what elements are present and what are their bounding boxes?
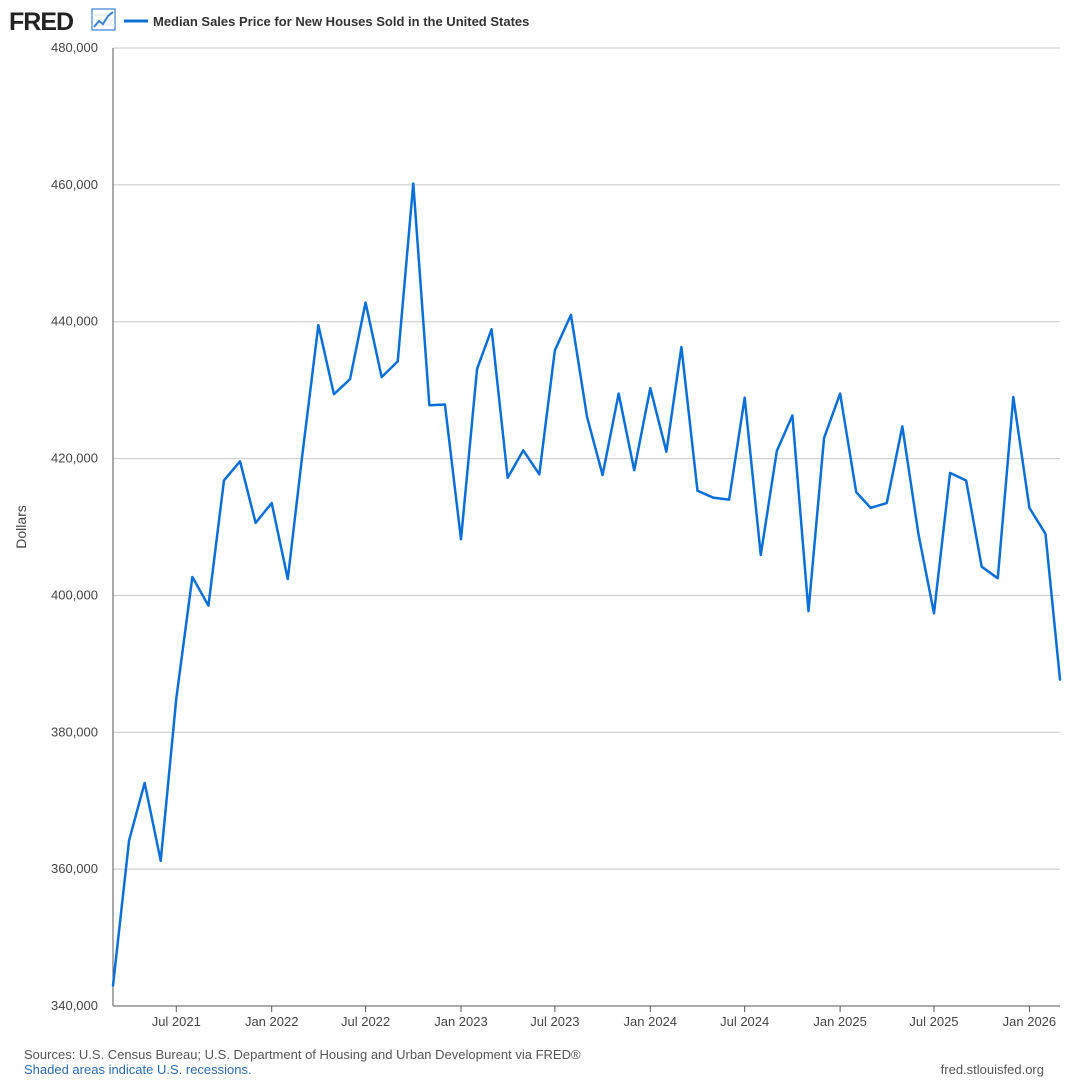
y-tick-label-3: 400,000 xyxy=(51,587,98,602)
data-point[interactable]: 2022-02-01: 402400 xyxy=(285,576,291,582)
data-point[interactable]: 2022-04-01: 439500 xyxy=(315,322,321,328)
data-point[interactable]: 2022-01-01: 413500 xyxy=(269,500,275,506)
x-tick-label-2: Jul 2022 xyxy=(341,1014,390,1029)
data-point[interactable]: 2023-07-01: 435800 xyxy=(552,347,558,353)
y-tick-label-1: 360,000 xyxy=(51,861,98,876)
y-tick-label-5: 440,000 xyxy=(51,314,98,329)
data-point[interactable]: 2024-01-01: 430300 xyxy=(647,385,653,391)
data-point[interactable]: 2023-04-01: 417200 xyxy=(505,475,511,481)
data-point[interactable]: 2021-12-01: 410600 xyxy=(253,520,259,526)
data-point[interactable]: 2023-03-01: 438900 xyxy=(489,326,495,332)
data-point[interactable]: 2025-02-01: 415100 xyxy=(853,489,859,495)
data-point[interactable]: 2022-12-01: 427900 xyxy=(442,402,448,408)
data-point[interactable]: 2023-06-01: 417700 xyxy=(536,471,542,477)
data-point[interactable]: 2021-03-01: 343000 xyxy=(110,982,116,988)
x-tick-label-0: Jul 2021 xyxy=(152,1014,201,1029)
data-point[interactable]: 2023-11-01: 429500 xyxy=(616,391,622,397)
data-point[interactable]: 2022-06-01: 431600 xyxy=(347,376,353,382)
data-point[interactable]: 2024-09-01: 421100 xyxy=(774,448,780,454)
footer-recession-note[interactable]: Shaded areas indicate U.S. recessions. xyxy=(24,1062,252,1077)
data-point[interactable]: 2021-05-01: 372600 xyxy=(142,780,148,786)
data-point[interactable]: 2025-04-01: 413500 xyxy=(884,500,890,506)
data-point[interactable]: 2023-10-01: 417600 xyxy=(600,472,606,478)
y-tick-label-4: 420,000 xyxy=(51,451,98,466)
footer-sources: Sources: U.S. Census Bureau; U.S. Depart… xyxy=(24,1047,581,1062)
data-point[interactable]: 2021-07-01: 384900 xyxy=(173,696,179,702)
footer-url[interactable]: fred.stlouisfed.org xyxy=(940,1062,1044,1077)
data-point[interactable]: 2025-05-01: 424700 xyxy=(899,423,905,429)
data-point[interactable]: 2026-03-01: 387700 xyxy=(1057,677,1063,683)
data-point[interactable]: 2024-10-01: 426300 xyxy=(789,412,795,418)
data-point[interactable]: 2021-10-01: 416800 xyxy=(221,477,227,483)
series-line-0[interactable] xyxy=(111,182,1062,987)
data-point[interactable]: 2023-12-01: 418300 xyxy=(631,467,637,473)
y-tick-label-2: 380,000 xyxy=(51,724,98,739)
x-tick-label-4: Jul 2023 xyxy=(530,1014,579,1029)
data-point[interactable]: 2025-11-01: 402500 xyxy=(995,575,1001,581)
x-tick-label-7: Jan 2025 xyxy=(813,1014,867,1029)
data-point[interactable]: 2022-09-01: 434200 xyxy=(395,358,401,364)
data-point[interactable]: 2022-05-01: 429400 xyxy=(331,391,337,397)
data-point[interactable]: 2024-03-01: 436300 xyxy=(678,344,684,350)
data-point[interactable]: 2025-07-01: 397400 xyxy=(931,610,937,616)
data-point[interactable]: 2021-09-01: 398500 xyxy=(205,603,211,609)
data-point[interactable]: 2024-08-01: 405900 xyxy=(758,552,764,558)
data-point[interactable]: 2026-02-01: 409000 xyxy=(1042,531,1048,537)
fred-logo[interactable]: FRED xyxy=(9,8,74,36)
data-point[interactable]: 2025-08-01: 417900 xyxy=(947,470,953,476)
x-tick-label-3: Jan 2023 xyxy=(434,1014,488,1029)
data-point[interactable]: 2022-11-01: 427800 xyxy=(426,402,432,408)
data-point[interactable]: 2023-01-01: 408200 xyxy=(458,536,464,542)
series-layer: 2021-03-01: 343000 2021-04-01: 364200 2021… xyxy=(110,180,1063,988)
data-point[interactable]: 2025-12-01: 429000 xyxy=(1010,394,1016,400)
legend-label[interactable]: Median Sales Price for New Houses Sold i… xyxy=(153,14,529,29)
data-point[interactable]: 2024-05-01: 414300 xyxy=(710,495,716,501)
data-point[interactable]: 2022-07-01: 442800 xyxy=(363,300,369,306)
gridlines xyxy=(113,47,1060,870)
data-point[interactable]: 2025-10-01: 404200 xyxy=(979,564,985,570)
data-point[interactable]: 2024-02-01: 421000 xyxy=(663,449,669,455)
x-tick-label-6: Jul 2024 xyxy=(720,1014,769,1029)
y-tick-label-7: 480,000 xyxy=(51,40,98,55)
data-point[interactable]: 2024-04-01: 415300 xyxy=(694,488,700,494)
data-point[interactable]: 2024-11-01: 397700 xyxy=(805,608,811,614)
x-axis-ticks: Jul 2021 Jan 2022 Jul 2022 Jan 2023 Jul 2023… xyxy=(113,1005,1060,1029)
data-point[interactable]: 2023-09-01: 426100 xyxy=(584,414,590,420)
data-point[interactable]: 2023-08-01: 441000 xyxy=(568,312,574,318)
data-point[interactable]: 2021-11-01: 419600 xyxy=(237,458,243,464)
data-point[interactable]: 2021-04-01: 364200 xyxy=(126,837,132,843)
data-point[interactable]: 2024-06-01: 414000 xyxy=(726,497,732,503)
y-axis-label: Dollars xyxy=(13,505,29,549)
data-point[interactable]: 2025-01-01: 429500 xyxy=(837,391,843,397)
data-point[interactable]: 2023-05-01: 421200 xyxy=(520,447,526,453)
data-point[interactable]: 2024-12-01: 423000 xyxy=(821,435,827,441)
data-point[interactable]: 2025-06-01: 409000 xyxy=(915,531,921,537)
data-point[interactable]: 2025-09-01: 416800 xyxy=(963,477,969,483)
data-point[interactable]: 2022-10-01: 460200 xyxy=(410,180,416,186)
data-point[interactable]: 2025-03-01: 412800 xyxy=(868,505,874,511)
y-tick-label-0: 340,000 xyxy=(51,998,98,1013)
header: FRED Median Sales Price for New Houses S… xyxy=(9,8,529,36)
data-point[interactable]: 2021-06-01: 361200 xyxy=(158,858,164,864)
data-point[interactable]: 2022-03-01: 420500 xyxy=(299,452,305,458)
x-tick-label-5: Jan 2024 xyxy=(624,1014,678,1029)
data-point[interactable]: 2023-02-01: 433100 xyxy=(474,366,480,372)
y-tick-label-6: 460,000 xyxy=(51,177,98,192)
data-point[interactable]: 2026-01-01: 412800 xyxy=(1026,505,1032,511)
data-point[interactable]: 2024-07-01: 428900 xyxy=(742,395,748,401)
x-tick-label-1: Jan 2022 xyxy=(245,1014,299,1029)
x-tick-label-8: Jul 2025 xyxy=(909,1014,958,1029)
data-point[interactable]: 2021-08-01: 402700 xyxy=(189,574,195,580)
y-axis-ticks: 340,000 360,000 380,000 400,000 420,000 440,0… xyxy=(51,40,98,1013)
data-point[interactable]: 2022-08-01: 431900 xyxy=(379,374,385,380)
line-chart-icon xyxy=(91,8,116,31)
x-tick-label-9: Jan 2026 xyxy=(1003,1014,1057,1029)
